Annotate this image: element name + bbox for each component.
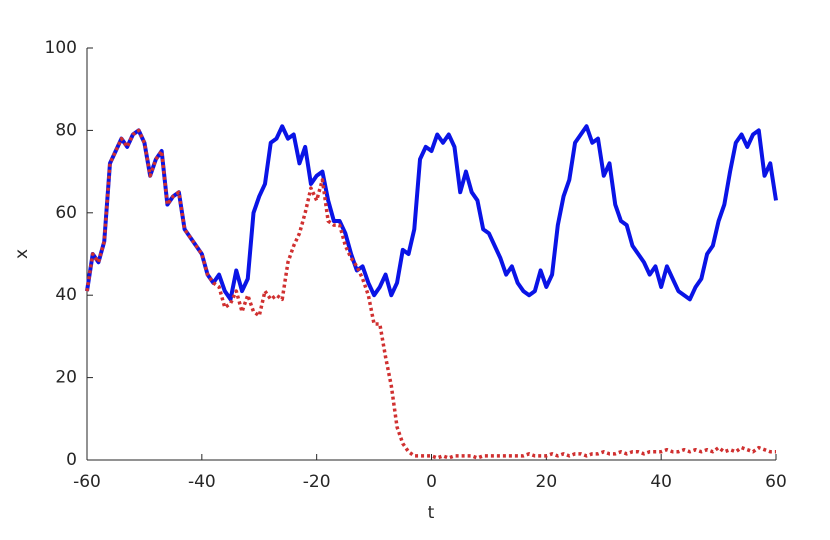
y-axis-label: x <box>12 249 32 259</box>
series-line <box>85 124 778 302</box>
y-tick-label: 100 <box>45 38 77 58</box>
y-tick-label: 20 <box>55 368 77 388</box>
y-tick-label: 80 <box>55 120 77 140</box>
x-tick-label: 40 <box>650 472 672 492</box>
y-tick-label: 0 <box>66 450 77 470</box>
x-tick-label: -20 <box>303 472 331 492</box>
y-tick-label: 40 <box>55 285 77 305</box>
series-line <box>85 128 776 460</box>
x-tick-label: -60 <box>73 472 101 492</box>
x-tick-label: 60 <box>765 472 787 492</box>
x-axis-label: t <box>428 503 435 523</box>
x-tick-label: 20 <box>536 472 558 492</box>
x-tick-label: 0 <box>426 472 437 492</box>
y-tick-label: 60 <box>55 203 77 223</box>
x-tick-label: -40 <box>188 472 216 492</box>
